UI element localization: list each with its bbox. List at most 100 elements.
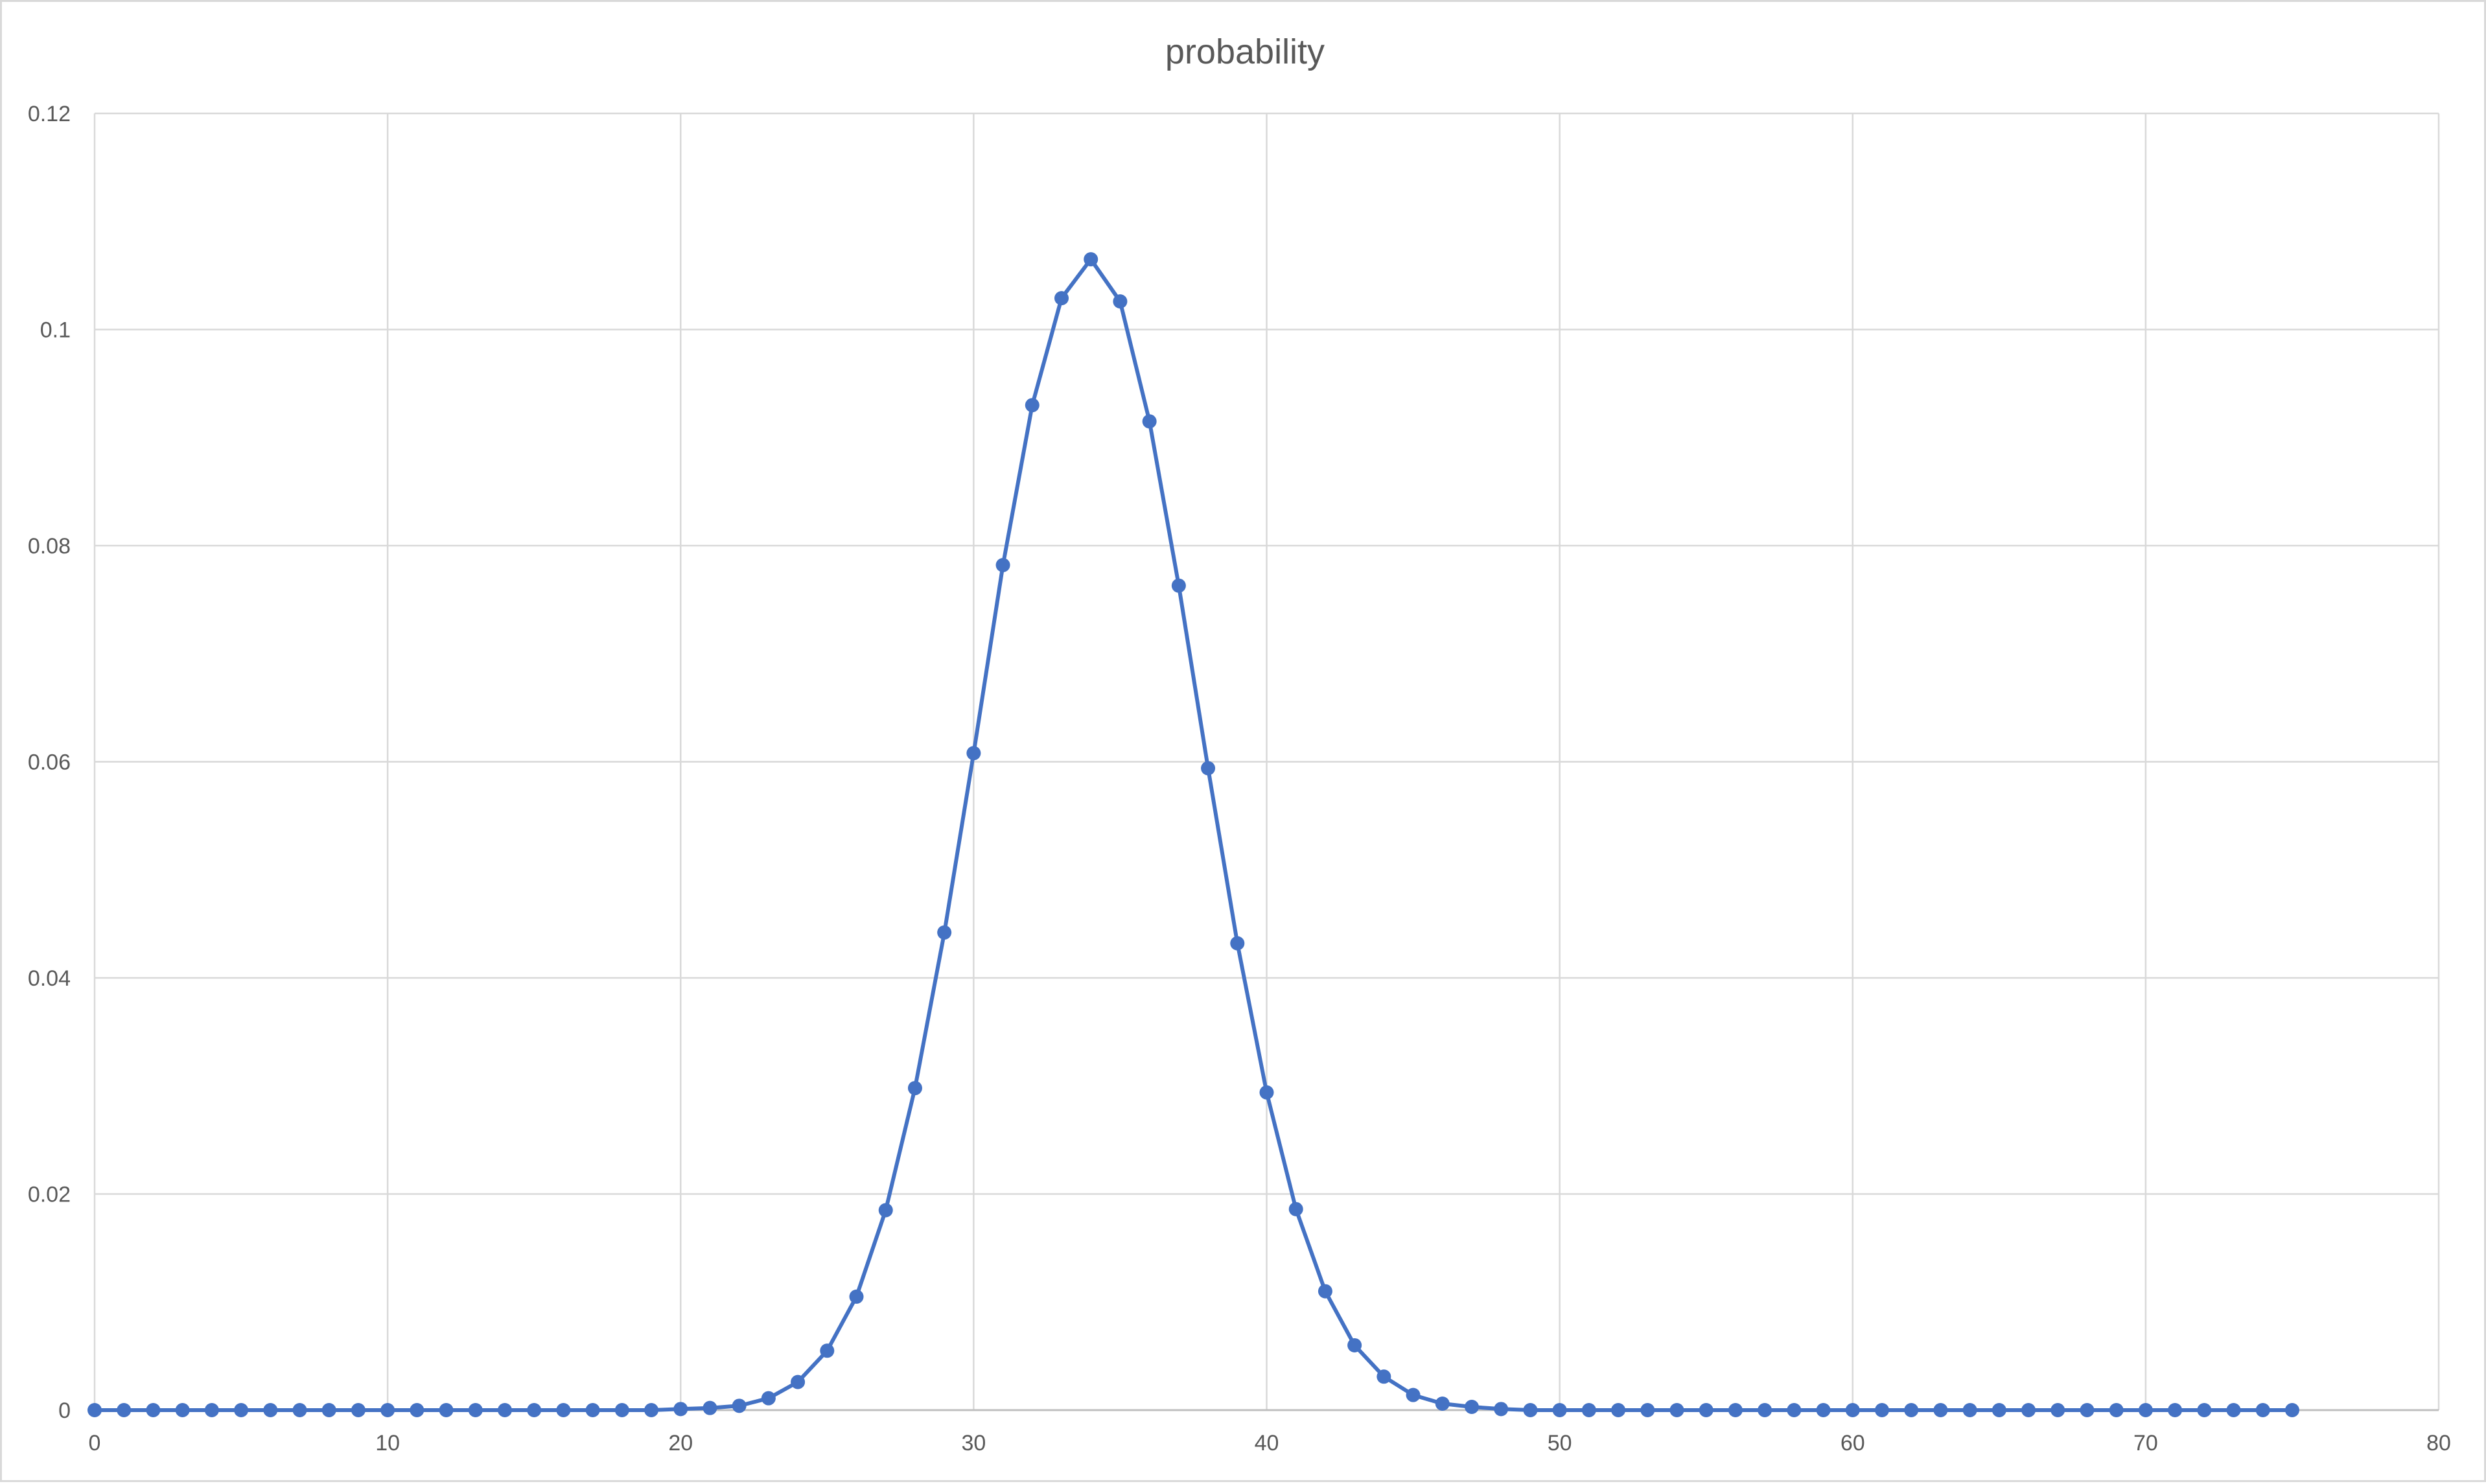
data-point [1318,1284,1332,1299]
x-tick-label: 60 [1841,1431,1865,1455]
data-point [1523,1403,1538,1417]
data-point [351,1403,366,1417]
x-tick-label: 10 [375,1431,400,1455]
data-point [2021,1403,2036,1417]
data-point [849,1289,864,1304]
data-point [497,1403,512,1417]
data-point [1904,1403,1919,1417]
data-point [2109,1403,2124,1417]
data-point [1347,1338,1362,1352]
data-point [117,1403,132,1417]
x-axis-tick-labels: 0 10 20 30 40 50 60 70 80 [89,1431,2451,1455]
data-point [1992,1403,2006,1417]
data-point [468,1403,483,1417]
y-tick-label: 0.1 [40,318,71,343]
x-tick-label: 70 [2133,1431,2158,1455]
data-point [2226,1403,2241,1417]
data-point [937,925,952,940]
data-point [1054,291,1069,306]
x-tick-label: 50 [1548,1431,1572,1455]
data-point [204,1403,219,1417]
data-point [1084,252,1098,267]
data-point [380,1403,395,1417]
y-tick-label: 0.06 [28,750,71,775]
data-point [292,1403,307,1417]
data-point [175,1403,190,1417]
data-point [1377,1369,1391,1384]
data-point [1699,1403,1713,1417]
data-point [1669,1403,1684,1417]
chart-title: probability [1165,32,1325,71]
data-point [234,1403,249,1417]
data-point [791,1374,806,1389]
data-point [1962,1403,1977,1417]
y-tick-label: 0.02 [28,1183,71,1207]
data-point [995,558,1010,573]
data-point [1230,936,1245,951]
data-point [1611,1403,1626,1417]
x-tick-label: 20 [668,1431,693,1455]
data-point [1581,1403,1596,1417]
y-tick-label: 0.12 [28,102,71,126]
y-axis-tick-labels: 0 0.02 0.04 0.06 0.08 0.1 0.12 [28,102,71,1423]
y-tick-label: 0.08 [28,534,71,559]
series-line [93,257,2294,1412]
data-point [644,1403,659,1417]
data-point [703,1400,717,1415]
data-point [2197,1403,2212,1417]
data-point [673,1402,688,1417]
data-point [2284,1403,2299,1417]
data-point [761,1391,776,1406]
data-point [87,1403,102,1417]
data-point [1728,1403,1743,1417]
data-point [1288,1201,1303,1216]
data-point [439,1403,454,1417]
x-tick-label: 30 [961,1431,986,1455]
data-point [1025,398,1040,413]
data-point [2255,1403,2270,1417]
data-point [1874,1403,1889,1417]
data-point [2080,1403,2095,1417]
y-tick-label: 0.04 [28,966,71,991]
data-point [585,1403,600,1417]
x-tick-label: 0 [89,1431,101,1455]
data-point [1142,414,1157,429]
data-point [1259,1085,1274,1100]
data-point [820,1343,835,1358]
data-point [966,746,981,761]
data-point [1435,1396,1450,1411]
data-point [2050,1403,2065,1417]
data-point [1494,1402,1509,1417]
data-point [732,1398,747,1413]
data-point [1201,761,1216,776]
data-point [614,1403,629,1417]
data-point [1787,1403,1802,1417]
data-point [146,1403,161,1417]
y-tick-label: 0 [58,1398,71,1423]
data-point [1933,1403,1948,1417]
x-tick-label: 80 [2426,1431,2451,1455]
data-point [878,1203,893,1218]
data-point [1464,1399,1479,1414]
data-point [2168,1403,2183,1417]
data-point [263,1403,278,1417]
gridlines [93,112,2440,1410]
data-point [1758,1403,1772,1417]
data-point [907,1081,922,1096]
data-point [527,1403,542,1417]
data-point [556,1403,571,1417]
data-point [1406,1387,1421,1402]
data-point [1816,1403,1831,1417]
series-probability [87,252,2299,1417]
data-point [2138,1403,2153,1417]
data-point [1113,294,1128,309]
data-point [1171,578,1186,593]
data-point [321,1403,336,1417]
data-point [1640,1403,1655,1417]
x-tick-label: 40 [1255,1431,1279,1455]
data-point [1552,1403,1567,1417]
data-point [410,1403,424,1417]
data-point [1845,1403,1860,1417]
